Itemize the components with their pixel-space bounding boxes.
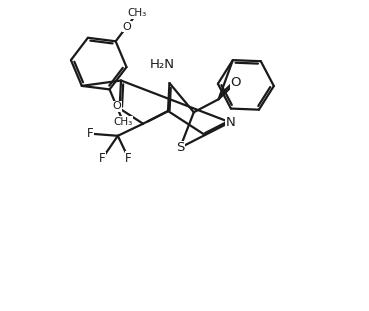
Text: O: O xyxy=(230,76,241,89)
Text: F: F xyxy=(125,152,132,165)
Text: CH₃: CH₃ xyxy=(127,8,146,18)
Text: O: O xyxy=(122,22,131,32)
Text: F: F xyxy=(87,127,93,140)
Text: N: N xyxy=(226,116,236,129)
Text: S: S xyxy=(176,141,184,154)
Text: F: F xyxy=(99,152,105,165)
Text: O: O xyxy=(112,101,121,111)
Text: CH₃: CH₃ xyxy=(114,117,133,127)
Text: H₂N: H₂N xyxy=(150,58,175,71)
